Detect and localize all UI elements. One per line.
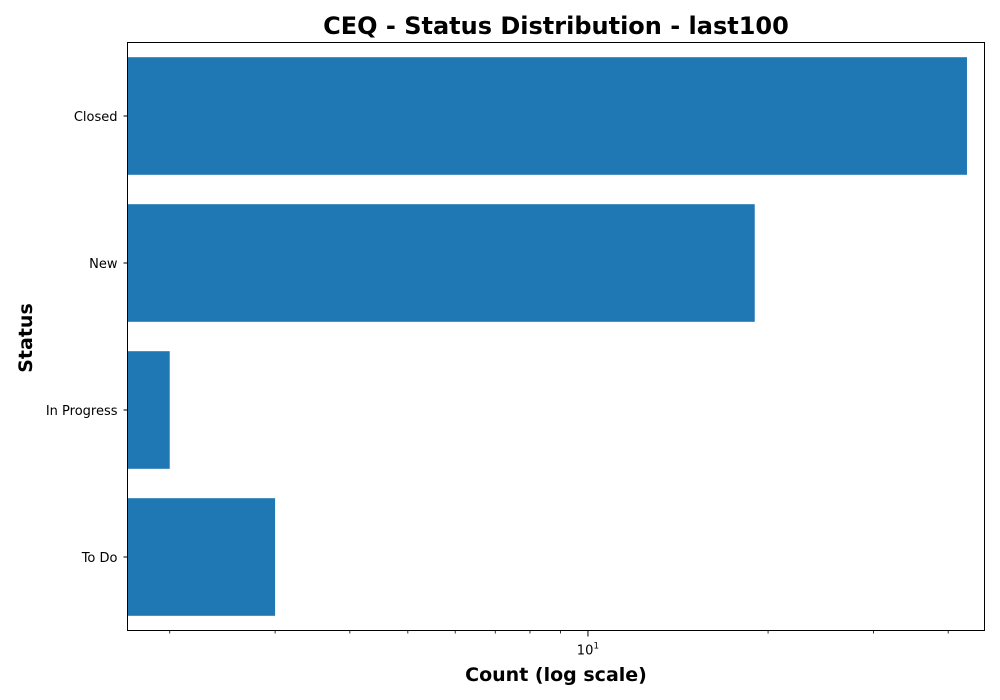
chart-title: CEQ - Status Distribution - last100 — [323, 12, 789, 40]
bar-closed — [127, 57, 967, 175]
bars-group — [127, 57, 967, 616]
y-tick-label: To Do — [81, 551, 118, 566]
x-tick-label-major: 101 — [577, 642, 599, 659]
bar-to-do — [127, 498, 276, 616]
x-tick-label-base: 10 — [577, 644, 594, 659]
bar-in-progress — [127, 351, 170, 469]
y-axis-label: Status — [15, 303, 37, 373]
y-tick-label: In Progress — [46, 404, 118, 419]
x-axis-ticks — [169, 630, 949, 637]
plot-frame — [127, 42, 985, 631]
y-tick-label: Closed — [74, 110, 118, 125]
y-tick-label: New — [89, 257, 118, 272]
y-axis-ticks: Closed New In Progress To Do — [46, 110, 128, 566]
x-axis-label: Count (log scale) — [465, 664, 647, 686]
bar-new — [127, 204, 755, 322]
x-tick-label-exponent: 1 — [593, 642, 599, 652]
